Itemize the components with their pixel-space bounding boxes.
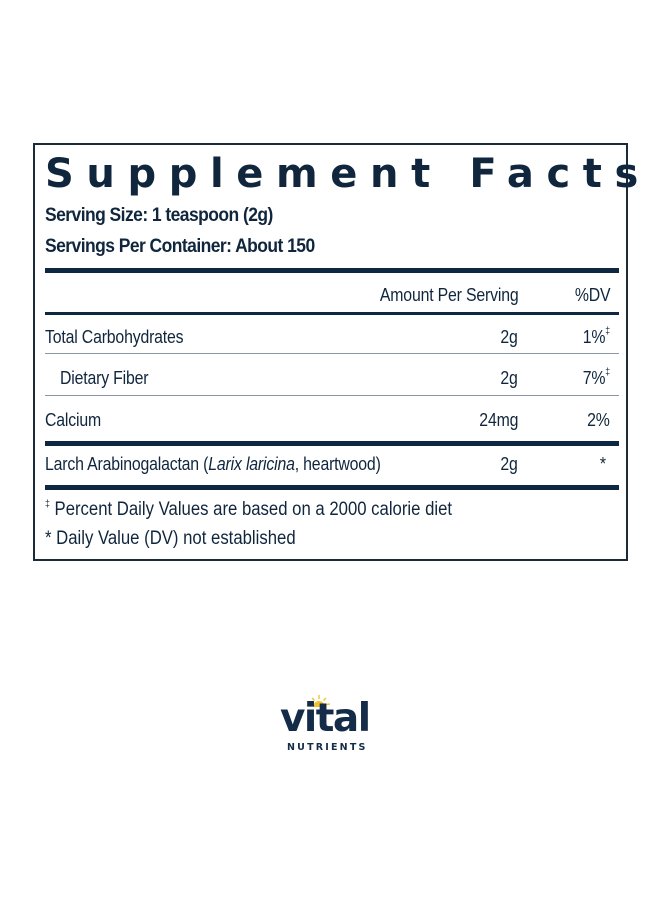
divider-thin xyxy=(45,395,619,396)
double-dagger-mark: ‡ xyxy=(605,367,610,378)
serving-size: Serving Size: 1 teaspoon (2g) xyxy=(45,205,273,226)
row-amount-dietary-fiber: 2g xyxy=(500,368,518,388)
latin-name: Larix laricina xyxy=(208,454,295,474)
footnote-dv-not-established: * Daily Value (DV) not established xyxy=(45,528,296,549)
row-name-calcium: Calcium xyxy=(45,410,101,430)
divider-thick xyxy=(45,268,619,273)
row-dv-calcium: 2% xyxy=(587,410,610,430)
vital-nutrients-logo: vital NUTRIENTS xyxy=(280,695,380,759)
divider-thin xyxy=(45,353,619,354)
row-name-total-carbohydrates: Total Carbohydrates xyxy=(45,327,184,347)
divider-medium xyxy=(45,312,619,315)
row-name-dietary-fiber: Dietary Fiber xyxy=(60,368,149,388)
row-dv-dietary-fiber: 7%‡ xyxy=(582,367,610,388)
footnote-dv-basis: ‡ Percent Daily Values are based on a 20… xyxy=(45,499,453,520)
divider-thick xyxy=(45,441,619,446)
row-amount-larch-arabinogalactan: 2g xyxy=(500,454,518,474)
logo-subtitle: NUTRIENTS xyxy=(287,742,368,753)
panel-title: Supplement Facts xyxy=(45,151,651,197)
row-dv-larch-arabinogalactan: * xyxy=(600,454,606,474)
row-dv-total-carbohydrates: 1%‡ xyxy=(582,326,610,347)
double-dagger-mark: ‡ xyxy=(45,499,50,510)
row-amount-total-carbohydrates: 2g xyxy=(500,327,518,347)
row-name-larch-arabinogalactan: Larch Arabinogalactan (Larix laricina, h… xyxy=(45,454,381,474)
divider-thick xyxy=(45,485,619,490)
servings-per-container: Servings Per Container: About 150 xyxy=(45,236,315,257)
sun-icon xyxy=(308,695,330,707)
logo-wordmark: vital xyxy=(280,696,371,741)
row-amount-calcium: 24mg xyxy=(479,410,518,430)
supplement-facts-panel: Supplement Facts Serving Size: 1 teaspoo… xyxy=(33,143,651,561)
header-dv: %DV xyxy=(574,285,610,305)
double-dagger-mark: ‡ xyxy=(605,326,610,337)
header-amount-per-serving: Amount Per Serving xyxy=(379,285,518,305)
